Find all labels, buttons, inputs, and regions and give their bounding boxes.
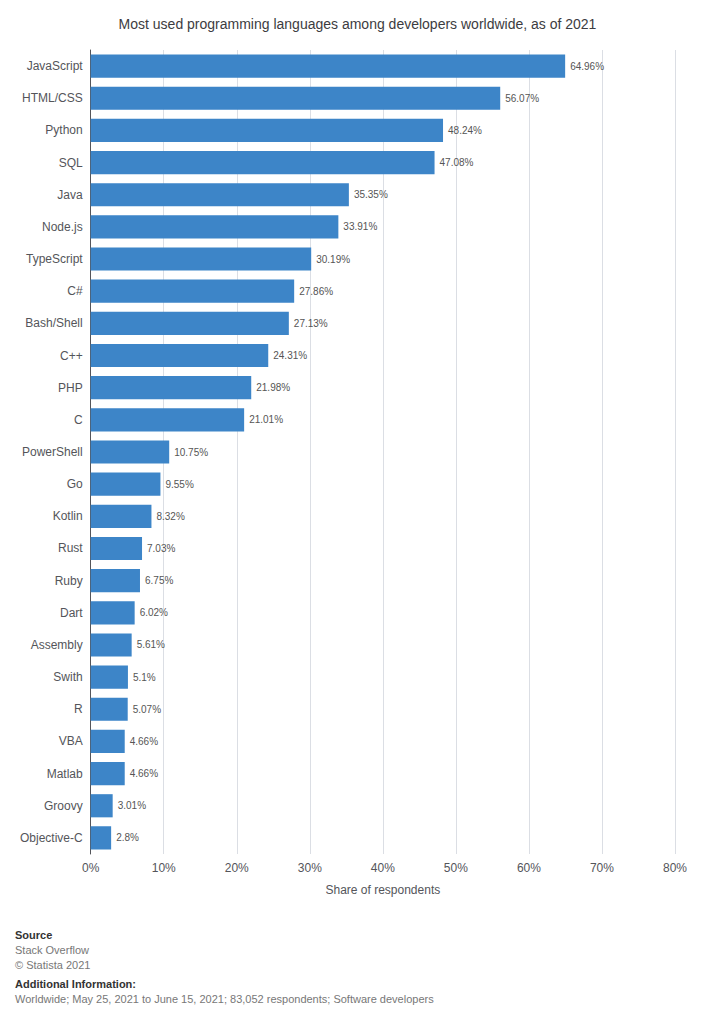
svg-text:Java: Java — [57, 188, 83, 202]
svg-text:30%: 30% — [298, 861, 322, 875]
svg-text:20%: 20% — [225, 861, 249, 875]
svg-text:0%: 0% — [82, 861, 100, 875]
svg-text:C: C — [74, 413, 83, 427]
svg-text:5.1%: 5.1% — [133, 672, 156, 683]
svg-text:30.19%: 30.19% — [316, 254, 350, 265]
svg-text:Worldwide; May 25, 2021 to Jun: Worldwide; May 25, 2021 to June 15, 2021… — [15, 993, 434, 1005]
svg-text:Matlab: Matlab — [47, 767, 83, 781]
svg-text:3.01%: 3.01% — [118, 800, 146, 811]
svg-text:27.86%: 27.86% — [299, 286, 333, 297]
svg-text:21.01%: 21.01% — [249, 414, 283, 425]
svg-text:4.66%: 4.66% — [130, 768, 158, 779]
svg-text:24.31%: 24.31% — [273, 350, 307, 361]
svg-text:SQL: SQL — [59, 156, 83, 170]
svg-text:35.35%: 35.35% — [354, 189, 388, 200]
svg-text:56.07%: 56.07% — [505, 93, 539, 104]
svg-text:Share of respondents: Share of respondents — [325, 883, 440, 897]
svg-text:33.91%: 33.91% — [343, 221, 377, 232]
svg-text:10%: 10% — [152, 861, 176, 875]
svg-text:Groovy: Groovy — [44, 799, 83, 813]
svg-text:Kotlin: Kotlin — [53, 509, 83, 523]
svg-text:80%: 80% — [663, 861, 687, 875]
svg-text:Objective-C: Objective-C — [20, 831, 83, 845]
svg-text:2.8%: 2.8% — [116, 832, 139, 843]
svg-text:Go: Go — [67, 477, 83, 491]
svg-text:7.03%: 7.03% — [147, 543, 175, 554]
svg-text:Source: Source — [15, 929, 52, 941]
svg-text:R: R — [74, 702, 83, 716]
svg-text:21.98%: 21.98% — [256, 382, 290, 393]
svg-text:Assembly: Assembly — [31, 638, 83, 652]
svg-text:PHP: PHP — [58, 381, 83, 395]
svg-text:JavaScript: JavaScript — [27, 59, 84, 73]
svg-text:© Statista 2021: © Statista 2021 — [15, 959, 90, 971]
svg-text:Most used programming language: Most used programming languages among de… — [119, 16, 597, 32]
svg-text:C#: C# — [67, 284, 83, 298]
svg-text:Additional Information:: Additional Information: — [15, 978, 136, 990]
svg-text:HTML/CSS: HTML/CSS — [22, 91, 83, 105]
svg-text:PowerShell: PowerShell — [22, 445, 83, 459]
svg-text:Rust: Rust — [58, 541, 83, 555]
svg-text:9.55%: 9.55% — [165, 479, 193, 490]
svg-text:40%: 40% — [371, 861, 395, 875]
svg-text:Stack Overflow: Stack Overflow — [15, 944, 89, 956]
svg-text:Swith: Swith — [53, 670, 82, 684]
svg-text:6.75%: 6.75% — [145, 575, 173, 586]
svg-text:50%: 50% — [444, 861, 468, 875]
svg-text:47.08%: 47.08% — [440, 157, 474, 168]
svg-text:5.07%: 5.07% — [133, 704, 161, 715]
svg-text:27.13%: 27.13% — [294, 318, 328, 329]
svg-text:10.75%: 10.75% — [174, 447, 208, 458]
svg-text:4.66%: 4.66% — [130, 736, 158, 747]
svg-text:Ruby: Ruby — [55, 574, 83, 588]
svg-text:60%: 60% — [517, 861, 541, 875]
svg-text:Node.js: Node.js — [42, 220, 83, 234]
svg-text:VBA: VBA — [59, 734, 83, 748]
svg-text:Python: Python — [45, 123, 82, 137]
svg-text:TypeScript: TypeScript — [26, 252, 83, 266]
svg-text:5.61%: 5.61% — [137, 639, 165, 650]
svg-text:6.02%: 6.02% — [140, 607, 168, 618]
svg-text:Bash/Shell: Bash/Shell — [25, 316, 82, 330]
svg-text:Dart: Dart — [60, 606, 83, 620]
svg-text:48.24%: 48.24% — [448, 125, 482, 136]
svg-text:70%: 70% — [590, 861, 614, 875]
svg-text:8.32%: 8.32% — [156, 511, 184, 522]
svg-text:C++: C++ — [60, 349, 83, 363]
svg-text:64.96%: 64.96% — [570, 61, 604, 72]
